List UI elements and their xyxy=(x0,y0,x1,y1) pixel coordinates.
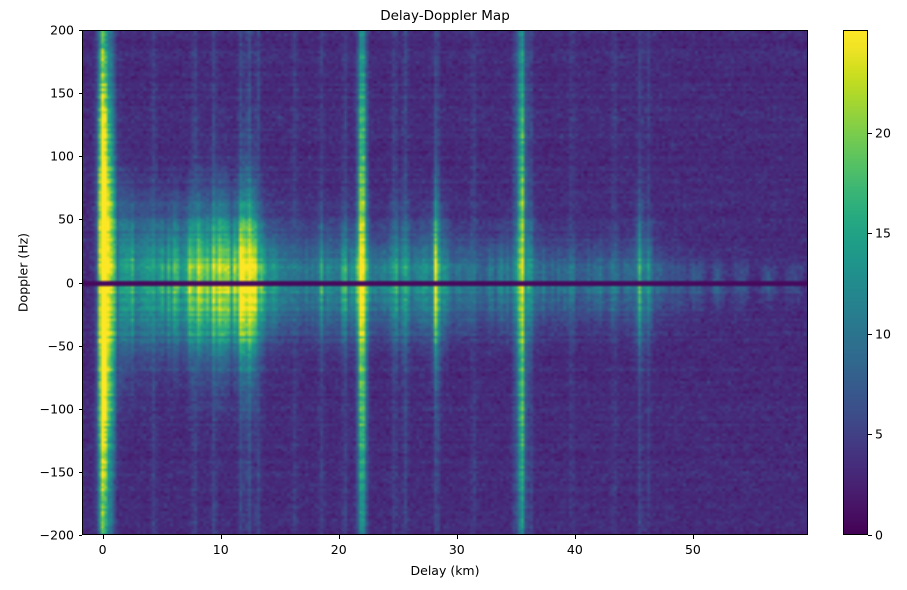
y-tick-mark xyxy=(78,345,82,347)
x-tick-mark xyxy=(692,535,694,539)
y-tick-mark xyxy=(78,30,82,31)
y-tick-mark xyxy=(78,471,82,473)
y-tick-mark xyxy=(78,219,82,221)
x-tick-label: 10 xyxy=(212,542,229,557)
x-tick-mark xyxy=(338,535,340,539)
y-tick-label: 100 xyxy=(50,148,74,164)
x-tick-label: 50 xyxy=(684,542,701,557)
x-axis-label: Delay (km) xyxy=(410,563,480,578)
colorbar-tick-mark xyxy=(868,434,872,436)
y-tick-mark xyxy=(78,408,82,410)
x-tick-label: 0 xyxy=(98,542,107,557)
x-tick-label: 30 xyxy=(448,542,465,557)
colorbar-tick-label: 10 xyxy=(875,326,891,342)
y-tick-label: 0 xyxy=(66,275,74,290)
colorbar-tick-mark xyxy=(868,132,872,134)
y-tick-mark xyxy=(78,535,82,536)
x-tick-mark xyxy=(456,535,458,539)
y-tick-label: 200 xyxy=(50,22,74,38)
y-tick-mark xyxy=(78,156,82,158)
y-tick-label: −150 xyxy=(39,464,74,480)
x-tick-mark xyxy=(220,535,222,539)
y-axis-label: Doppler (Hz) xyxy=(15,232,31,313)
colorbar-gradient xyxy=(844,31,867,534)
y-tick-label: 50 xyxy=(58,211,74,227)
colorbar-tick-label: 20 xyxy=(875,125,891,141)
colorbar[interactable] xyxy=(843,30,868,535)
x-tick-mark xyxy=(574,535,576,539)
heatmap-plot-area[interactable] xyxy=(82,30,808,535)
y-tick-mark xyxy=(78,282,82,284)
y-tick-mark xyxy=(78,93,82,95)
y-tick-label: −100 xyxy=(39,401,74,417)
colorbar-tick-mark xyxy=(868,535,872,536)
y-tick-label: −50 xyxy=(47,338,74,354)
y-tick-label: −200 xyxy=(39,527,74,543)
colorbar-tick-label: 0 xyxy=(875,527,883,543)
colorbar-tick-label: 5 xyxy=(875,426,883,442)
delay-doppler-heatmap[interactable] xyxy=(83,31,807,534)
x-tick-label: 40 xyxy=(566,542,583,557)
page-title: Delay-Doppler Map xyxy=(380,8,510,24)
colorbar-tick-mark xyxy=(868,233,872,235)
colorbar-tick-mark xyxy=(868,333,872,335)
colorbar-tick-label: 15 xyxy=(875,225,891,241)
y-tick-label: 150 xyxy=(50,85,74,101)
x-tick-label: 20 xyxy=(330,542,347,557)
x-tick-mark xyxy=(102,535,104,539)
